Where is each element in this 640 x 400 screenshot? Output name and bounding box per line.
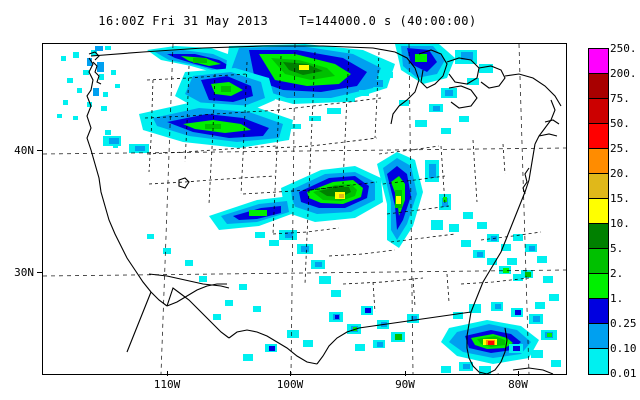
- precip-region-missouri-illinois-core: [209, 166, 383, 297]
- colorbar-tick-label: 1.: [610, 292, 624, 305]
- x-tick-80w: [518, 371, 519, 376]
- x-axis-label-110w: 110W: [153, 378, 181, 391]
- x-tick-90w: [405, 371, 406, 376]
- colorbar-band-250: [589, 49, 608, 74]
- colorbar-tick-label: 20.: [610, 167, 630, 180]
- precip-region-pacific-northwest: [57, 46, 120, 148]
- colorbar-tick-label: 75.: [610, 92, 630, 105]
- colorbar-band-200: [589, 74, 608, 99]
- colorbar-band-1: [589, 299, 608, 324]
- precip-region-northern-plains: [103, 44, 395, 153]
- colorbar-tick-label: 15.: [610, 192, 630, 205]
- y-tick-40n: [37, 150, 42, 151]
- colorbar-tick-label: 200.: [610, 67, 637, 80]
- colorbar-labels: 250. 200. 75. 50. 25. 20. 15. 10. 5. 2. 1. 0.25 0.10…: [610, 40, 640, 385]
- y-tick-30n: [37, 272, 42, 273]
- colorbar-tick-label: 25.: [610, 142, 630, 155]
- precip-region-carolinas: [463, 212, 559, 309]
- colorbar-band-5: [589, 249, 608, 274]
- colorbar-tick-label: 50.: [610, 117, 630, 130]
- colorbar-band-25: [589, 149, 608, 174]
- figure-title: 16:00Z Fri 31 May 2013 T=144000.0 s (40:…: [98, 14, 477, 28]
- map-canvas: [43, 44, 566, 374]
- x-tick-100w: [290, 371, 291, 376]
- x-axis-label-80w: 80W: [508, 378, 528, 391]
- colorbar-tick-label: 5.: [610, 242, 624, 255]
- y-axis-label-40n: 40N: [14, 144, 34, 157]
- colorbar-band-75: [589, 99, 608, 124]
- x-axis-label-90w: 90W: [395, 378, 415, 391]
- map-panel[interactable]: [42, 43, 567, 375]
- colorbar-band-025: [589, 324, 608, 349]
- y-axis-label-30n: 30N: [14, 266, 34, 279]
- colorbar-tick-label: 10.: [610, 217, 630, 230]
- precip-region-texas-scatter: [147, 234, 261, 320]
- colorbar-band-15: [589, 199, 608, 224]
- colorbar-tick-label: 250.: [610, 42, 637, 55]
- colorbar-tick-label: 0.01: [610, 367, 637, 380]
- precip-region-ohio-valley-line: [377, 152, 523, 281]
- x-axis-label-100w: 100W: [276, 378, 304, 391]
- colorbar-tick-label: 0.10: [610, 342, 637, 355]
- precip-region-florida-convection: [441, 302, 561, 374]
- coastline-borders: [86, 45, 562, 374]
- state-boundaries: [144, 49, 542, 313]
- colorbar-band-20: [589, 174, 608, 199]
- colorbar-band-2: [589, 274, 608, 299]
- colorbar-tick-label: 2.: [610, 267, 624, 280]
- precip-region-great-lakes: [395, 44, 493, 134]
- colorbar-band-10: [589, 224, 608, 249]
- precip-region-gulf-coast: [243, 306, 419, 361]
- graticule: [43, 44, 566, 374]
- colorbar-tick-label: 0.25: [610, 317, 637, 330]
- x-tick-110w: [167, 371, 168, 376]
- colorbar-band-010: [589, 349, 608, 374]
- precipitation-field: [57, 44, 561, 374]
- colorbar-band-50: [589, 124, 608, 149]
- colorbar[interactable]: [588, 48, 609, 375]
